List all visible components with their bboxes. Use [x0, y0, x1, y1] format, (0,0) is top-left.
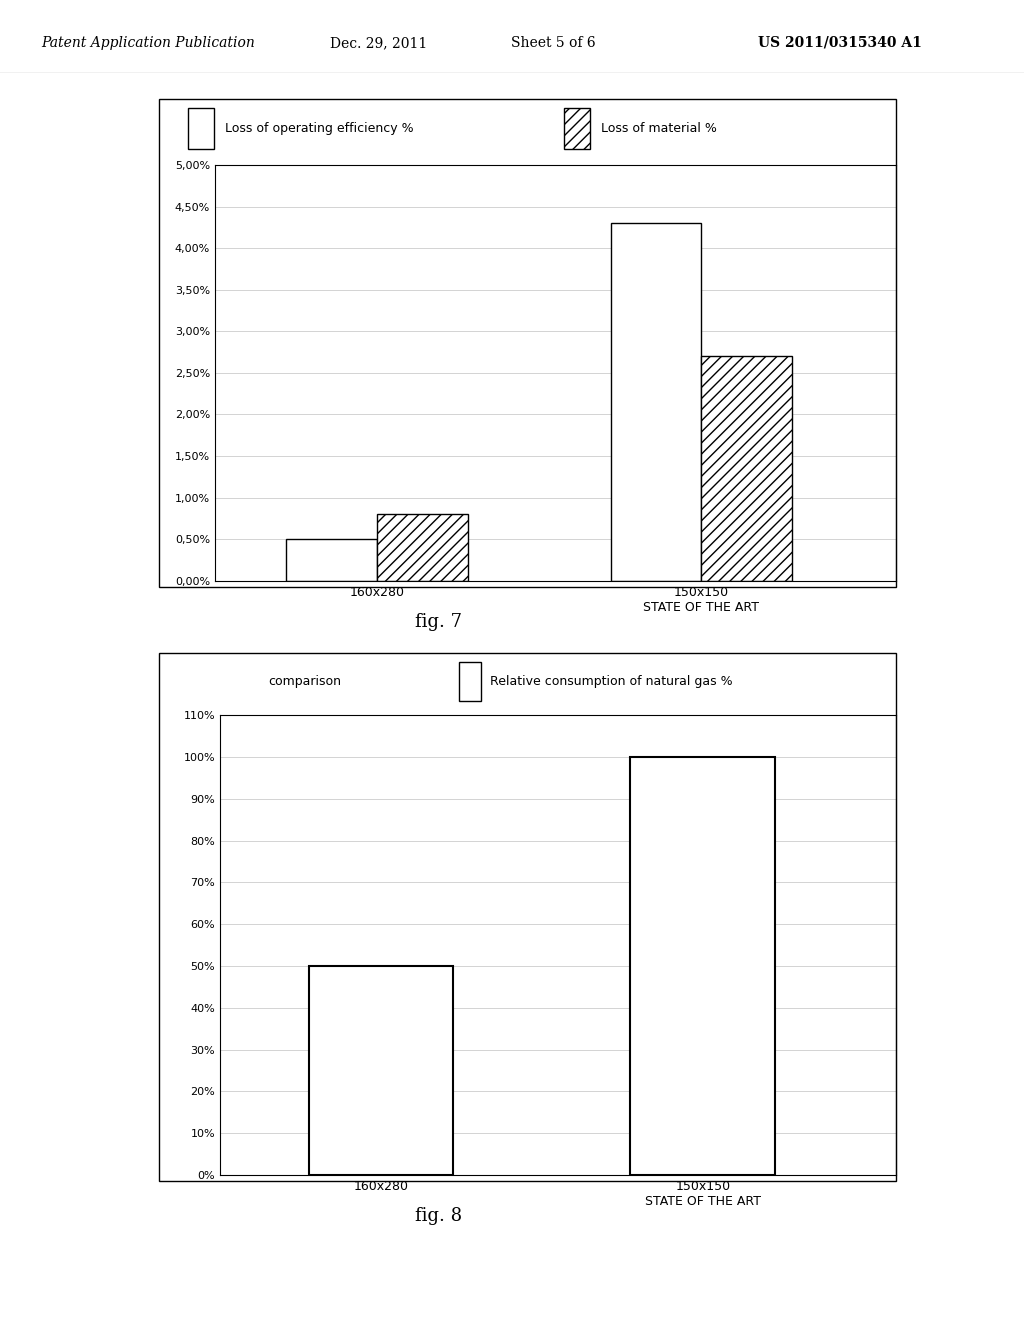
Bar — [459, 661, 481, 701]
Bar — [610, 223, 701, 581]
Text: Loss of material %: Loss of material % — [601, 123, 717, 135]
Text: Loss of operating efficiency %: Loss of operating efficiency % — [225, 123, 414, 135]
Bar — [631, 758, 775, 1175]
Bar — [287, 539, 377, 581]
Text: fig. 8: fig. 8 — [416, 1206, 463, 1225]
Text: comparison: comparison — [268, 675, 341, 688]
Bar — [188, 108, 214, 149]
Bar — [308, 966, 454, 1175]
Bar — [564, 108, 590, 149]
Text: Relative consumption of natural gas %: Relative consumption of natural gas % — [490, 675, 733, 688]
Text: Patent Application Publication: Patent Application Publication — [41, 36, 255, 50]
Bar — [701, 356, 793, 581]
Text: Sheet 5 of 6: Sheet 5 of 6 — [511, 36, 595, 50]
Text: US 2011/0315340 A1: US 2011/0315340 A1 — [758, 36, 922, 50]
Bar — [377, 515, 468, 581]
Text: Dec. 29, 2011: Dec. 29, 2011 — [331, 36, 427, 50]
Text: fig. 7: fig. 7 — [416, 612, 463, 631]
